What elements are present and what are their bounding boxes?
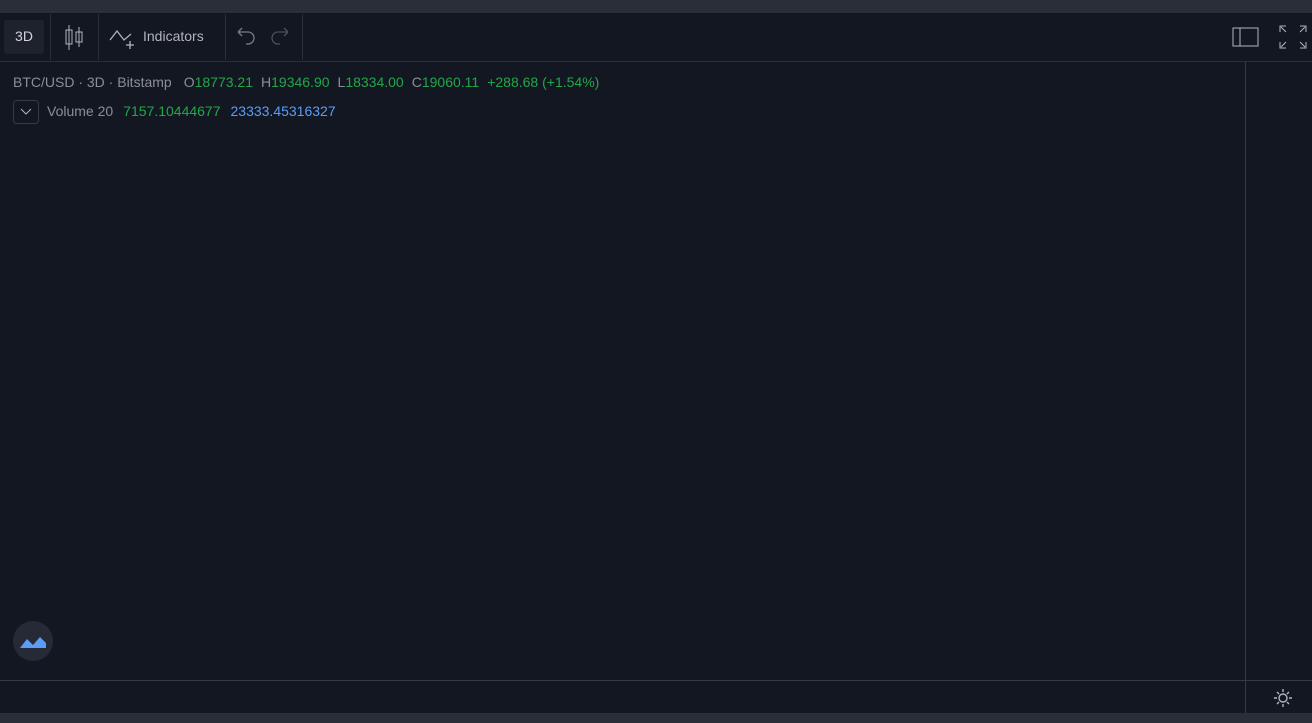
chevron [20, 108, 32, 115]
volume-legend: Volume 20 7157.10444677 23333.45316327 [47, 103, 336, 119]
logo[interactable] [13, 621, 53, 661]
legend-ohlc: BTC/USD · 3D · Bitstamp O18773.21 H19346.9… [13, 74, 599, 90]
symbol: BTC/USD · 3D · Bitstamp [13, 74, 172, 90]
candle-type-button[interactable] [65, 25, 83, 50]
volume-title: Volume 20 [47, 103, 113, 119]
change: +288.68 (+1.54%) [487, 74, 599, 90]
low-value: 18334.00 [345, 74, 404, 90]
indicators-button[interactable]: Indicators [109, 28, 204, 49]
legend: BTC/USD · 3D · Bitstamp O18773.21 H19346.9… [13, 74, 599, 124]
redo-button[interactable] [271, 27, 289, 45]
collapse-button[interactable] [13, 100, 39, 124]
c-label: C [412, 74, 422, 90]
top-strip [0, 0, 1312, 13]
open-value: 18773.21 [195, 74, 254, 90]
l-label: L [338, 74, 346, 90]
interval-button[interactable] [4, 20, 44, 54]
interval-label: 3D [15, 28, 33, 44]
volume-value: 7157.10444677 [123, 103, 221, 119]
toolbar: 3D Indicators [0, 14, 1312, 62]
volume-ma: 23333.45316327 [231, 103, 336, 119]
bottom-strip [0, 713, 1312, 723]
undo-button[interactable] [237, 27, 255, 45]
o-label: O [184, 74, 195, 90]
close-value: 19060.11 [422, 74, 480, 90]
high-value: 19346.90 [271, 74, 330, 90]
h-label: H [261, 74, 271, 90]
fullscreen-button[interactable] [1279, 25, 1307, 49]
layout-button[interactable] [1232, 27, 1259, 47]
indicators-label: Indicators [143, 28, 204, 44]
settings-button[interactable] [1274, 689, 1292, 707]
